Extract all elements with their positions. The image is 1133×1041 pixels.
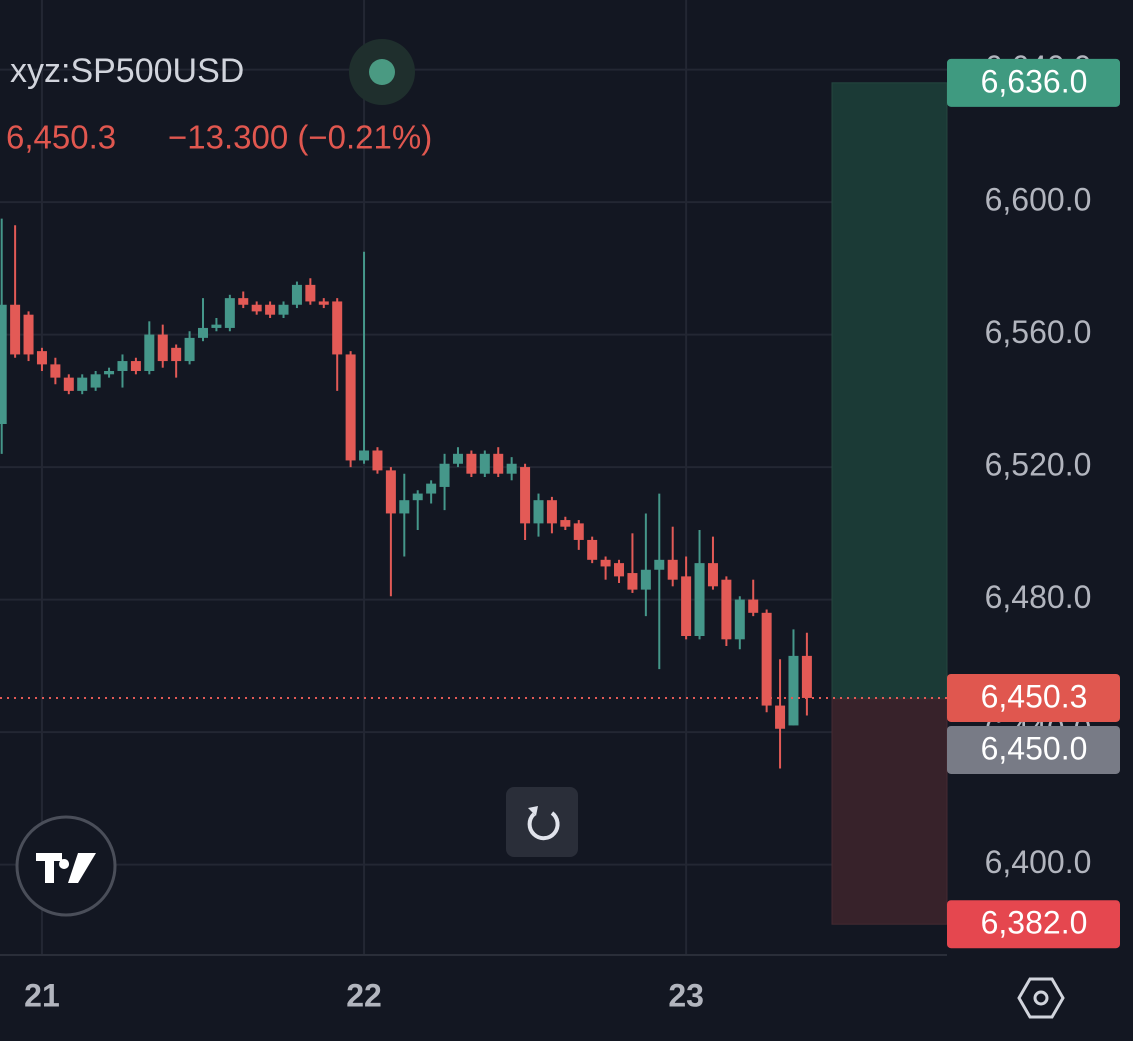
candle-body <box>479 453 490 474</box>
status-dot <box>369 59 395 85</box>
candle-body <box>587 539 598 560</box>
candle-body <box>439 463 450 487</box>
last-price-badge <box>947 673 1120 722</box>
reset-button[interactable] <box>506 787 578 857</box>
candle-body <box>385 470 396 514</box>
candle-body <box>318 301 329 305</box>
candle-body <box>506 463 517 474</box>
grid <box>0 0 947 955</box>
candle-body <box>198 327 208 338</box>
settings-button[interactable] <box>1017 977 1065 1019</box>
candle-body <box>788 655 799 726</box>
candle-body <box>560 520 571 527</box>
candle-body <box>426 483 437 494</box>
candle-body <box>359 450 370 461</box>
candle-body <box>278 304 289 315</box>
axes: 6,400.06,440.06,480.06,520.06,560.06,600… <box>0 49 1120 1013</box>
candle-body <box>399 500 410 514</box>
candle-body <box>238 298 249 305</box>
candle-body <box>144 334 155 372</box>
candle-body <box>211 324 222 328</box>
candle-body <box>761 612 772 706</box>
candle-body <box>734 599 745 640</box>
candle-body <box>184 337 195 362</box>
candle-body <box>10 304 21 355</box>
target-zone <box>831 82 948 700</box>
candle-body <box>627 573 638 590</box>
stop-badge <box>947 900 1120 949</box>
target-label: 6,636.0 <box>981 63 1088 99</box>
candle-body <box>600 559 611 567</box>
candle-body <box>104 371 115 375</box>
candle-body <box>117 361 128 372</box>
candle-body <box>130 361 141 372</box>
reset-bg[interactable] <box>506 787 578 857</box>
candle-body <box>694 563 705 637</box>
y-tick-label: 6,600.0 <box>985 182 1092 218</box>
candle-body <box>332 301 343 355</box>
candle-body <box>251 304 262 312</box>
symbol: xyz:SP500USD <box>10 52 244 90</box>
reset-icon <box>527 811 560 841</box>
candle-body <box>721 579 732 640</box>
entry-label: 6,450.0 <box>981 730 1088 766</box>
candle-body <box>801 655 812 698</box>
candle-body <box>775 705 786 729</box>
candle-body <box>493 453 504 474</box>
candle-body <box>533 500 544 524</box>
y-tick-label: 6,480.0 <box>985 579 1092 615</box>
y-tick-label: 6,560.0 <box>985 314 1092 350</box>
header-price: 6,450.3 <box>6 119 116 156</box>
candle-body <box>640 569 651 590</box>
stop-zone <box>831 698 948 925</box>
settings-hex[interactable] <box>1017 977 1065 1019</box>
candle-body <box>23 314 34 355</box>
candle-body <box>90 374 101 388</box>
logo-button[interactable] <box>15 815 117 917</box>
candle-body <box>305 284 316 302</box>
candles <box>0 218 812 769</box>
settings-dot <box>1033 990 1049 1006</box>
y-tick-label: 6,400.0 <box>985 844 1092 880</box>
last-price-label: 6,450.3 <box>981 678 1088 714</box>
entry-badge <box>947 725 1120 774</box>
candle-body <box>291 284 302 305</box>
candle-body <box>265 304 276 315</box>
candle-body <box>50 364 61 378</box>
candle-body <box>452 453 463 464</box>
candle-body <box>171 347 182 362</box>
candle-body <box>707 563 718 587</box>
candle-body <box>546 500 557 524</box>
target-badge <box>947 58 1120 107</box>
candle-body <box>466 453 477 474</box>
stop-label: 6,382.0 <box>981 905 1088 941</box>
candle-body <box>654 559 665 570</box>
candle-body <box>224 298 235 328</box>
candle-body <box>0 304 7 425</box>
candle-body <box>412 493 423 501</box>
candle-body <box>77 377 88 391</box>
candle-body <box>63 377 74 391</box>
candle-body <box>614 563 625 577</box>
x-tick-label: 21 <box>24 977 60 1013</box>
header-change: −13.300 (−0.21%) <box>168 119 432 156</box>
y-tick-label: 6,520.0 <box>985 447 1092 483</box>
reset-arrow <box>528 806 538 816</box>
x-tick-label: 23 <box>668 977 704 1013</box>
x-tick-label: 22 <box>346 977 382 1013</box>
candle-body <box>520 467 531 524</box>
candle-body <box>36 351 47 365</box>
logo-mark <box>36 853 96 883</box>
candle-body <box>748 599 759 613</box>
candle-body <box>157 334 168 362</box>
position-tool <box>831 82 948 925</box>
candle-body <box>667 559 678 580</box>
candle-body <box>372 450 383 471</box>
candle-body <box>573 523 584 540</box>
candle-body <box>345 354 356 461</box>
candle-body <box>681 576 692 637</box>
